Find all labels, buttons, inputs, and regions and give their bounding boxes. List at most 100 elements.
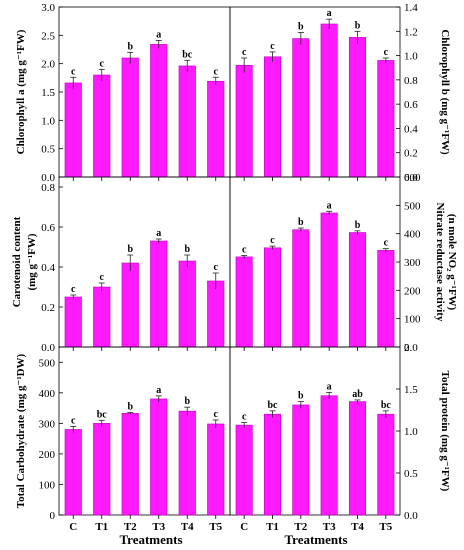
significance-letter: a: [156, 29, 161, 40]
panel-frame: [58, 346, 231, 516]
y-axis-title: Chlorophyll b (mg g⁻¹FW): [439, 29, 451, 155]
x-tick-label: T1: [95, 521, 108, 533]
y-tick-label: 0: [50, 510, 56, 522]
significance-letter: bc: [268, 400, 279, 411]
bar: [235, 424, 253, 516]
bar: [150, 44, 168, 178]
significance-letter: b: [184, 244, 190, 255]
panel-protein: 0.0 0.5 1.0 1.5 2.0 c Cbc T1 b T2 a T3 ab T4 bc T5 Total…: [229, 342, 451, 533]
significance-letter: b: [298, 391, 304, 402]
panel-nitrate-reductase: 0 100 200 300 400 500 600 c c b a b c Nitrate reducta…: [229, 172, 458, 354]
significance-letter: ab: [352, 389, 363, 400]
x-tick-label: T3: [152, 521, 165, 533]
y-tick-label: 400: [404, 229, 421, 241]
bar: [121, 262, 139, 348]
x-tick-label: T5: [209, 521, 222, 533]
y-tick-label: 200: [39, 449, 56, 461]
y-tick-label: 300: [39, 418, 56, 430]
bar: [207, 80, 225, 178]
significance-letter: a: [156, 385, 161, 396]
y-tick-label: 3.0: [41, 2, 55, 14]
panel-carotenoid: 0.0 0.2 0.4 0.6 0.8 c c b a b c Carotenoid content(…: [11, 176, 231, 354]
y-tick-label: 600: [404, 172, 421, 184]
x-axis-title-right: Treatments: [284, 532, 347, 547]
significance-letter: b: [127, 41, 133, 52]
y-tick-label: 0.2: [41, 302, 55, 314]
significance-letter: bc: [381, 400, 392, 411]
significance-letter: c: [100, 58, 105, 69]
bar: [121, 412, 139, 516]
significance-letter: c: [100, 272, 105, 283]
y-axis-title: Nitrate reductase activity: [434, 203, 446, 322]
significance-letter: c: [214, 262, 219, 273]
significance-letter: b: [127, 401, 133, 412]
y-tick-label: 0.8: [41, 182, 55, 194]
y-tick-label: 500: [39, 357, 56, 369]
y-tick-label: 0.4: [404, 123, 418, 135]
significance-letter: bc: [182, 49, 193, 60]
y-axis-title-line2: (n mole NO₂ g⁻¹FW): [446, 214, 458, 311]
y-tick-label: 0.2: [404, 148, 418, 160]
x-axis-title-left: Treatments: [119, 532, 182, 547]
panel-frame: [58, 6, 231, 178]
bar: [292, 229, 310, 348]
panel-frame: [58, 176, 231, 348]
significance-letter: bc: [97, 409, 108, 420]
x-tick-label: C: [240, 521, 248, 533]
significance-letter: c: [242, 412, 247, 423]
significance-letter: b: [127, 244, 133, 255]
panel-frame: [229, 176, 401, 348]
x-tick-label: T2: [124, 521, 137, 533]
bar: [320, 23, 338, 178]
y-tick-label: 400: [39, 388, 56, 400]
y-tick-label: 0.8: [404, 75, 418, 87]
y-tick-label: 1.2: [404, 26, 418, 38]
y-tick-label: 0.5: [404, 468, 418, 480]
bar: [93, 286, 111, 348]
x-tick-label: T2: [294, 521, 307, 533]
bar: [348, 232, 367, 348]
bar: [235, 256, 253, 348]
bar: [263, 56, 282, 178]
x-tick-label: T5: [379, 521, 392, 533]
y-tick-label: 100: [39, 479, 56, 491]
y-tick-label: 1.5: [41, 87, 55, 99]
significance-letter: b: [298, 22, 304, 33]
panel-frame: [229, 6, 401, 178]
significance-letter: c: [71, 284, 76, 295]
bar: [263, 247, 282, 348]
significance-letter: c: [214, 66, 219, 77]
significance-letter: c: [71, 415, 76, 426]
bar: [93, 74, 111, 178]
y-tick-label: 1.0: [404, 426, 418, 438]
significance-letter: c: [214, 409, 219, 420]
significance-letter: b: [184, 396, 190, 407]
panel-chl-b: 0.0 0.2 0.4 0.6 0.8 1.0 1.2 1.4 c c b a b c Chlorophyl…: [229, 2, 451, 184]
y-tick-label: 1.5: [404, 384, 418, 396]
bar: [348, 37, 367, 178]
bar: [235, 64, 253, 178]
bar: [207, 423, 225, 516]
significance-letter: a: [327, 8, 332, 19]
bar: [377, 250, 395, 348]
x-tick-label: T3: [323, 521, 336, 533]
bar: [178, 65, 196, 178]
panel-chl-a: 0.0 0.5 1.0 1.5 2.0 2.5 3.0 c c b a bc c Chlorophyll …: [15, 2, 231, 184]
bar: [178, 410, 196, 516]
significance-letter: c: [71, 66, 76, 77]
y-tick-label: 1.0: [41, 115, 55, 127]
y-tick-label: 0.6: [41, 222, 55, 234]
significance-letter: c: [270, 41, 275, 52]
y-axis-title-line2: (mg g⁻¹FW): [26, 233, 38, 290]
x-tick-label: T1: [266, 521, 279, 533]
significance-letter: c: [270, 235, 275, 246]
y-tick-label: 2.0: [41, 59, 55, 71]
y-tick-label: 0.5: [41, 144, 55, 156]
y-tick-label: 2.0: [404, 342, 418, 354]
bar: [263, 413, 282, 516]
bar: [93, 423, 111, 516]
bar: [292, 404, 310, 516]
bar: [377, 413, 395, 516]
y-tick-label: 300: [404, 257, 421, 269]
y-tick-label: 0.0: [41, 342, 55, 354]
